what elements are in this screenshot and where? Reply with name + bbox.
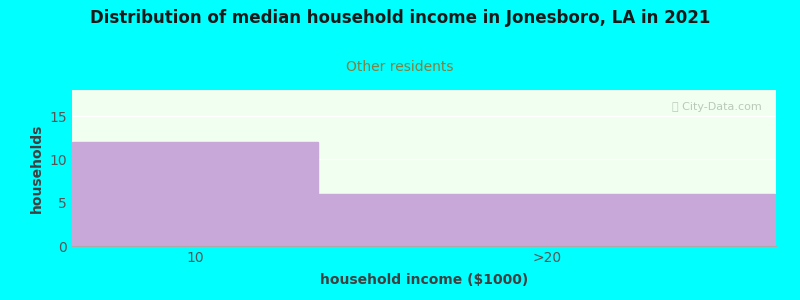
Bar xyxy=(318,194,776,246)
Text: Other residents: Other residents xyxy=(346,60,454,74)
Text: ⓘ City-Data.com: ⓘ City-Data.com xyxy=(672,103,762,112)
Text: Distribution of median household income in Jonesboro, LA in 2021: Distribution of median household income … xyxy=(90,9,710,27)
X-axis label: household income ($1000): household income ($1000) xyxy=(320,273,528,287)
Y-axis label: households: households xyxy=(30,123,44,213)
Bar xyxy=(72,142,318,246)
